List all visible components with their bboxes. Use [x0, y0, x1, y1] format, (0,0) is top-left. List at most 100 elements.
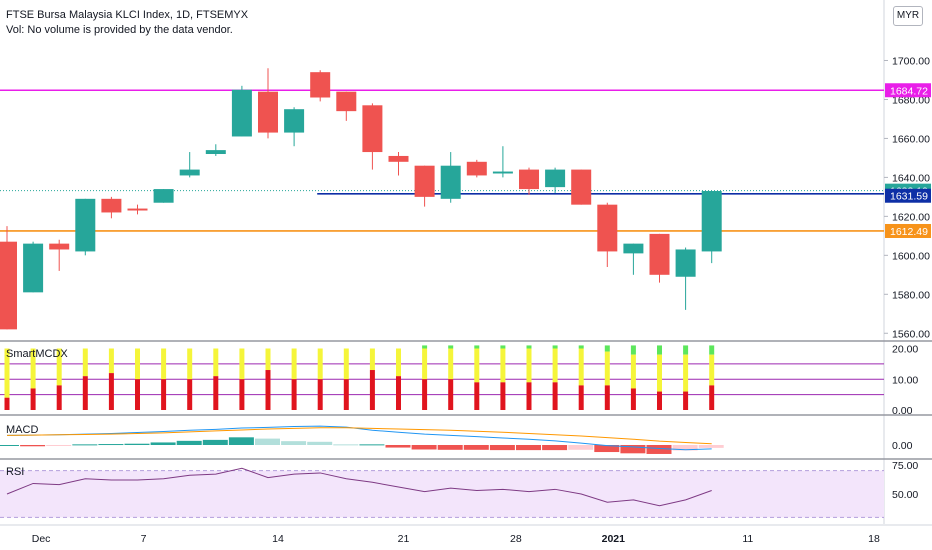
price-tag-magenta: 1684.72: [890, 85, 928, 97]
time-tick-label: 7: [141, 533, 147, 545]
macd-histogram-bar: [98, 444, 124, 446]
mcdx-red-bar: [474, 382, 480, 410]
candle-body: [597, 204, 618, 252]
candle-body: [101, 198, 122, 213]
candle-body: [153, 189, 174, 203]
candle-body: [284, 109, 305, 133]
mcdx-red-bar: [239, 379, 245, 410]
candle-body: [336, 91, 357, 112]
mcdx-yellow-bar: [161, 348, 167, 380]
mcdx-yellow-bar: [213, 348, 219, 377]
mcdx-red-bar: [82, 376, 88, 410]
mcdx-red-bar: [422, 379, 428, 410]
mcdx-yellow-bar: [187, 348, 193, 380]
price-tick-label: 1620.00: [892, 211, 930, 223]
time-tick-label: 11: [742, 533, 753, 545]
macd-histogram-bar: [228, 437, 254, 445]
macd-histogram-bar: [176, 440, 202, 445]
candle-body: [362, 105, 383, 153]
mcdx-red-bar: [317, 379, 323, 410]
rsi-tick-label: 75.00: [892, 460, 918, 472]
candle-body: [623, 243, 644, 254]
price-tick-label: 1660.00: [892, 133, 930, 145]
macd-histogram-bar: [437, 445, 463, 450]
mcdx-red-bar: [604, 385, 610, 410]
candle-body: [258, 91, 278, 133]
mcdx-yellow-bar: [552, 348, 558, 383]
candle-body: [127, 208, 148, 211]
mcdx-yellow-bar: [30, 348, 36, 389]
mcdx-green-bar: [657, 345, 662, 355]
rsi-tick-label: 50.00: [892, 489, 918, 501]
rsi-label: RSI: [6, 466, 25, 478]
mcdx-yellow-bar: [291, 348, 297, 380]
candle-body: [675, 249, 696, 277]
price-tick-label: 1700.00: [892, 55, 930, 67]
mcdx-yellow-bar: [474, 348, 480, 383]
mcdx-yellow-bar: [265, 348, 271, 371]
macd-histogram-bar: [620, 445, 646, 454]
mcdx-yellow-bar: [422, 348, 428, 380]
mcdx-yellow-bar: [317, 348, 323, 380]
macd-histogram-bar: [542, 445, 568, 451]
mcdx-yellow-bar: [657, 354, 662, 392]
mcdx-red-bar: [657, 391, 662, 410]
mcdx-yellow-bar: [709, 354, 715, 386]
candle-body: [701, 191, 722, 252]
time-tick-label: Dec: [32, 533, 51, 545]
candle-body: [0, 241, 17, 330]
candle-body: [649, 233, 670, 275]
currency-button[interactable]: MYR: [893, 6, 923, 26]
mcdx-red-bar: [135, 379, 140, 410]
macd-histogram-bar: [646, 445, 672, 454]
mcdx-yellow-bar: [604, 351, 610, 386]
mcdx-yellow-bar: [630, 354, 636, 389]
macd-label: MACD: [6, 424, 39, 436]
mcdx-yellow-bar: [396, 348, 401, 377]
mcdx-red-bar: [526, 382, 532, 410]
macd-histogram-bar: [0, 445, 19, 446]
mcdx-green-bar: [630, 345, 636, 355]
candle-body: [519, 169, 539, 190]
macd-histogram-bar: [72, 444, 98, 446]
mcdx-yellow-bar: [56, 348, 62, 386]
rsi-band: [0, 470, 884, 518]
macd-histogram-bar: [281, 441, 307, 445]
price-tick-label: 1680.00: [892, 94, 930, 106]
mcdx-yellow-bar: [369, 348, 375, 371]
mcdx-red-bar: [709, 385, 715, 410]
macd-histogram-bar: [463, 445, 489, 450]
mcdx-tick-label: 10.00: [892, 374, 918, 386]
macd-histogram-bar: [516, 445, 541, 451]
time-tick-label: 21: [398, 533, 410, 545]
mcdx-red-bar: [630, 388, 636, 410]
macd-histogram-bar: [202, 439, 228, 445]
time-tick-label: 2021: [602, 533, 626, 545]
mcdx-red-bar: [187, 379, 193, 410]
signal-line: [6, 427, 712, 445]
macd-histogram-bar: [124, 443, 150, 445]
macd-tick-label: 0.00: [892, 440, 913, 452]
candle-body: [571, 169, 592, 205]
candle-body: [205, 150, 226, 155]
candle-body: [492, 171, 513, 174]
mcdx-red-bar: [500, 382, 506, 410]
macd-histogram-bar: [672, 445, 698, 451]
time-tick-label: 18: [868, 533, 880, 545]
mcdx-yellow-bar: [4, 348, 10, 398]
mcdx-red-bar: [291, 379, 297, 410]
candle-body: [414, 165, 435, 197]
rsi-line: [6, 467, 712, 507]
macd-histogram-bar: [255, 438, 280, 445]
price-tag-magenta-bg: [885, 83, 931, 98]
mcdx-yellow-bar: [239, 348, 245, 380]
mcdx-red-bar: [578, 385, 584, 410]
price-tag-blue-bg: [885, 188, 931, 203]
price-tick-label: 1640.00: [892, 172, 930, 184]
macd-histogram-bar: [150, 442, 176, 445]
candle-body: [440, 165, 461, 199]
mcdx-red-bar: [343, 379, 349, 410]
